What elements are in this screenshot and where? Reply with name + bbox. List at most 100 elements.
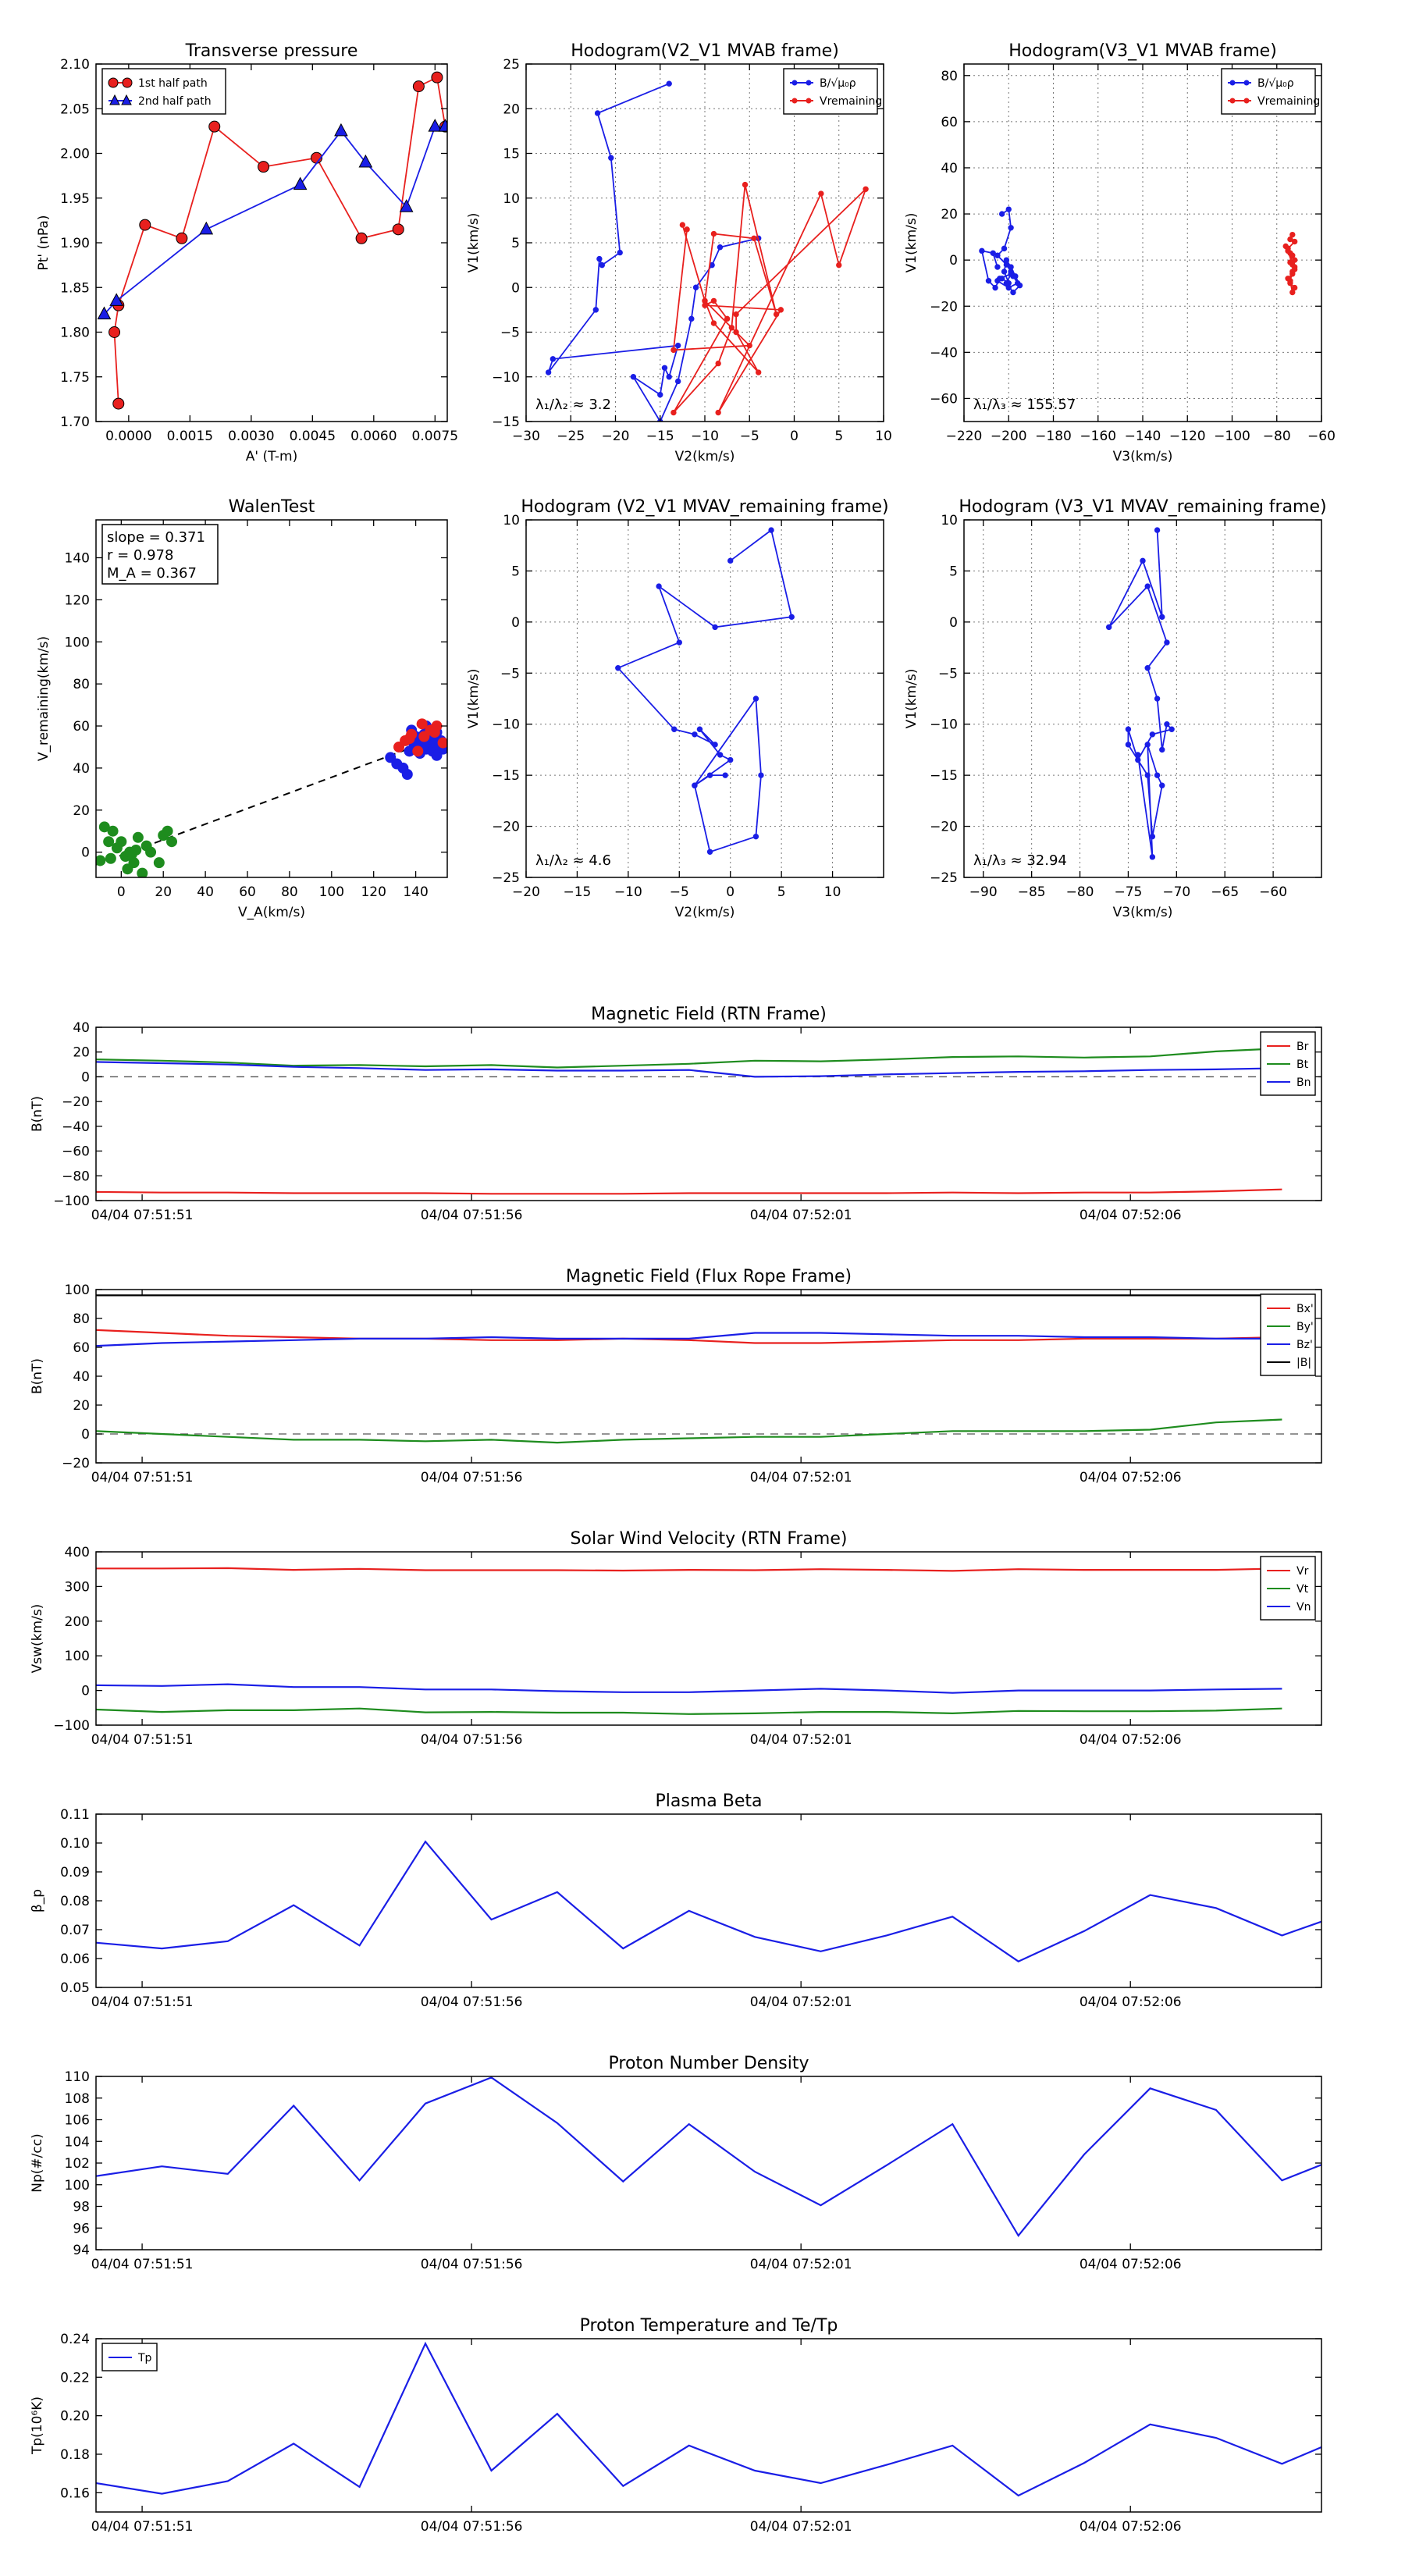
data-point	[979, 247, 985, 254]
y-tick-label: 0.20	[60, 2409, 90, 2425]
data-point	[162, 825, 173, 837]
data-point	[836, 262, 842, 269]
y-tick-label: −5	[500, 666, 520, 681]
data-point	[671, 726, 678, 732]
y-tick-label: −10	[492, 370, 520, 386]
data-point	[692, 731, 698, 738]
x-tick-label: −100	[1214, 429, 1250, 444]
data-point	[1125, 742, 1132, 748]
data-point	[416, 718, 428, 730]
series-green	[96, 821, 178, 877]
data-point	[1291, 284, 1298, 291]
legend-marker	[1229, 80, 1236, 86]
data-point	[1164, 721, 1170, 728]
y-tick-label: 5	[511, 236, 520, 251]
y-tick-label: 0.22	[60, 2370, 90, 2386]
x-tick-label: −60	[1307, 429, 1336, 444]
legend-box	[1221, 68, 1316, 115]
data-point	[666, 80, 672, 87]
x-tick-label: −20	[512, 884, 540, 900]
data-point	[706, 849, 713, 855]
data-point	[108, 326, 121, 338]
x-tick-label: −180	[1035, 429, 1072, 444]
data-point	[998, 211, 1005, 217]
x-tick-label: 04/04 07:52:06	[1080, 1732, 1182, 1748]
data-point	[1149, 833, 1156, 840]
data-point	[994, 252, 1001, 258]
y-tick-label: 20	[73, 1398, 90, 1414]
data-point	[1154, 527, 1161, 533]
x-tick-label: 04/04 07:51:51	[91, 1994, 194, 2010]
y-tick-label: 60	[73, 1340, 90, 1356]
y-tick-label: 0.24	[60, 2332, 90, 2347]
x-axis-label: V3(km/s)	[1113, 449, 1173, 464]
y-tick-label: 1.80	[60, 326, 90, 341]
data-point	[596, 255, 603, 262]
x-tick-label: −5	[670, 884, 689, 900]
y-tick-label: 25	[503, 57, 520, 73]
x-tick-label: −85	[1018, 884, 1046, 900]
x-tick-label: 04/04 07:52:06	[1080, 1994, 1182, 2010]
legend-marker	[122, 77, 133, 88]
annotation-text: r = 0.978	[107, 547, 173, 564]
y-tick-label: −15	[930, 768, 958, 784]
y-tick-label: 0.11	[60, 1807, 90, 1823]
series-blue	[1105, 527, 1175, 860]
data-point	[1001, 245, 1008, 252]
annotation-text: λ₁/λ₃ ≈ 155.57	[973, 397, 1076, 413]
series-line	[96, 1567, 1282, 1572]
data-point	[1285, 247, 1291, 254]
data-point	[1287, 278, 1293, 284]
legend-label: |B|	[1297, 1357, 1311, 1369]
proton-number-density-chart: Proton Number Density 04/04 07:51:51 04/04…	[30, 2054, 1322, 2272]
legend-label: Bz'	[1297, 1339, 1313, 1351]
y-tick-label: −60	[930, 391, 958, 407]
axes-frame	[95, 1026, 1322, 1201]
y-tick-label: −20	[930, 299, 958, 315]
chart-title: Proton Temperature and Te/Tp	[580, 2316, 838, 2336]
x-tick-label: −10	[614, 884, 642, 900]
x-tick-label: 04/04 07:51:56	[421, 2257, 523, 2272]
plasma-beta-chart: Plasma Beta 04/04 07:51:51 04/04 07:51:56 0…	[30, 1791, 1322, 2010]
data-point	[751, 235, 757, 241]
data-point	[431, 749, 443, 761]
y-tick-label: −15	[492, 415, 520, 430]
x-tick-label: −5	[740, 429, 759, 444]
data-point	[710, 297, 717, 304]
x-axis-label: V3(km/s)	[1113, 905, 1173, 920]
y-tick-label: 40	[73, 1020, 90, 1036]
series-line	[96, 1047, 1282, 1069]
data-point	[728, 325, 735, 331]
axes-frame	[95, 2076, 1322, 2250]
data-point	[334, 123, 348, 137]
y-tick-label: 0.10	[60, 1836, 90, 1852]
y-tick-label: 1.95	[60, 191, 90, 207]
axes-frame	[963, 519, 1322, 878]
legend-marker	[806, 98, 812, 104]
axes-frame	[95, 2338, 1322, 2513]
data-point	[758, 772, 764, 778]
y-tick-label: 94	[73, 2243, 90, 2258]
y-axis-label: V1(km/s)	[466, 213, 482, 273]
data-point	[1105, 624, 1112, 631]
axes-frame	[95, 1813, 1322, 1988]
legend-label: Br	[1297, 1041, 1309, 1053]
data-point	[399, 199, 414, 212]
y-tick-label: 300	[65, 1579, 90, 1595]
y-tick-label: 2.00	[60, 147, 90, 162]
y-tick-label: −20	[62, 1094, 90, 1110]
x-axis-label: V_A(km/s)	[238, 905, 305, 920]
data-point	[684, 226, 690, 233]
x-tick-label: −60	[1259, 884, 1287, 900]
walen-test-chart: WalenTest 0 20 40 60 80 100 120 140 0 20 40 60 80 100 1…	[36, 497, 448, 920]
chart-title: Hodogram(V2_V1 MVAB frame)	[571, 41, 839, 61]
data-point	[863, 186, 869, 193]
x-tick-label: −80	[1066, 884, 1094, 900]
series-line	[1108, 530, 1173, 857]
legend-label: Vremaining	[820, 95, 882, 108]
legend-marker	[1229, 98, 1236, 104]
data-point	[404, 733, 415, 745]
x-tick-label: 04/04 07:51:56	[421, 1994, 523, 2010]
y-axis-label: Np(#/cc)	[30, 2133, 45, 2192]
